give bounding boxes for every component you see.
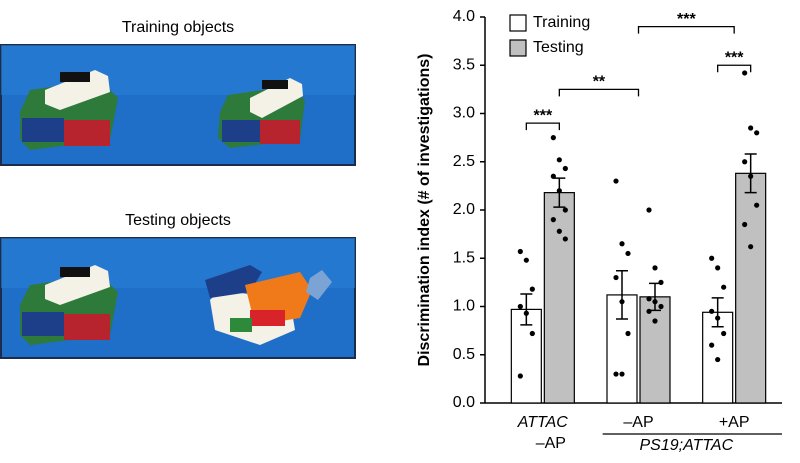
- photo-caption: Training objects: [122, 19, 234, 36]
- error-bar: [520, 293, 533, 326]
- group-label: PS19;ATTAC: [640, 437, 734, 454]
- data-point: [721, 284, 727, 290]
- data-point: [709, 342, 715, 348]
- data-point: [715, 356, 721, 363]
- data-point: [625, 250, 631, 257]
- photo-caption: Testing objects: [125, 212, 231, 229]
- y-tick-label: 4.0: [453, 8, 475, 25]
- bar: [735, 172, 767, 404]
- error-bar: [711, 297, 724, 328]
- data-point: [613, 178, 619, 184]
- data-point: [619, 241, 625, 247]
- group-label: ATTAC: [517, 414, 569, 431]
- data-point: [646, 296, 652, 302]
- data-point: [652, 265, 658, 271]
- significance-bracket: [525, 122, 560, 131]
- photo-training: [0, 44, 356, 166]
- data-point: [748, 244, 754, 250]
- y-tick-label: 0.5: [453, 346, 475, 363]
- data-point: [619, 371, 625, 377]
- data-point: [556, 188, 562, 194]
- x-tick-label: +AP: [719, 414, 750, 431]
- bar: [543, 192, 575, 404]
- significance-label: ***: [725, 49, 744, 66]
- data-point: [550, 217, 556, 223]
- data-point: [715, 315, 721, 321]
- data-point: [529, 330, 535, 337]
- y-tick-label: 3.5: [453, 56, 475, 73]
- data-point: [625, 330, 631, 337]
- data-point: [652, 318, 658, 324]
- data-point: [754, 130, 760, 136]
- data-point: [742, 221, 748, 228]
- data-point: [658, 303, 664, 310]
- data-point: [562, 165, 568, 172]
- y-tick-label: 2.0: [453, 201, 475, 218]
- error-bar: [616, 270, 628, 320]
- data-point: [562, 236, 568, 242]
- significance-label: ***: [533, 107, 552, 124]
- y-tick-label: 2.5: [453, 153, 475, 170]
- data-point: [517, 248, 523, 255]
- data-point: [517, 303, 523, 310]
- error-bar: [649, 282, 661, 312]
- data-point: [646, 308, 652, 314]
- y-tick-label: 1.0: [453, 298, 475, 315]
- x-tick-label: –AP: [536, 435, 566, 452]
- error-bar: [744, 153, 757, 194]
- legend-swatch: [509, 14, 527, 32]
- significance-label: ***: [677, 11, 696, 28]
- data-point: [613, 274, 619, 281]
- data-point: [619, 299, 625, 305]
- error-bar: [553, 177, 566, 208]
- data-point: [709, 308, 715, 314]
- data-point: [646, 207, 652, 213]
- data-point: [742, 159, 748, 165]
- legend-label: Testing: [533, 39, 584, 56]
- significance-bracket: [558, 88, 640, 97]
- y-tick-label: 0.0: [453, 394, 475, 411]
- significance-bracket: [637, 26, 735, 34]
- data-point: [709, 255, 715, 261]
- y-tick-label: 3.0: [453, 105, 475, 122]
- data-point: [748, 125, 754, 131]
- legend-label: Training: [533, 14, 590, 31]
- data-point: [613, 371, 619, 377]
- data-point: [652, 299, 658, 305]
- data-point: [550, 135, 556, 141]
- data-point: [556, 228, 562, 234]
- y-axis-label: Discrimination index (# of investigation…: [416, 54, 433, 367]
- significance-bracket: [717, 64, 752, 73]
- data-point: [658, 279, 664, 285]
- x-tick-label: –AP: [623, 414, 653, 431]
- data-point: [742, 70, 748, 76]
- data-point: [715, 265, 721, 271]
- data-point: [523, 257, 529, 263]
- significance-label: **: [593, 74, 606, 91]
- data-point: [562, 207, 568, 213]
- data-point: [529, 286, 535, 292]
- data-point: [517, 373, 523, 379]
- data-point: [748, 173, 754, 179]
- bar: [639, 296, 671, 404]
- data-point: [556, 157, 562, 163]
- legend-swatch: [509, 39, 527, 57]
- y-tick-label: 1.5: [453, 249, 475, 266]
- data-point: [523, 310, 529, 316]
- data-point: [721, 330, 727, 337]
- data-point: [550, 173, 556, 179]
- photo-testing: [0, 237, 356, 359]
- data-point: [754, 202, 760, 208]
